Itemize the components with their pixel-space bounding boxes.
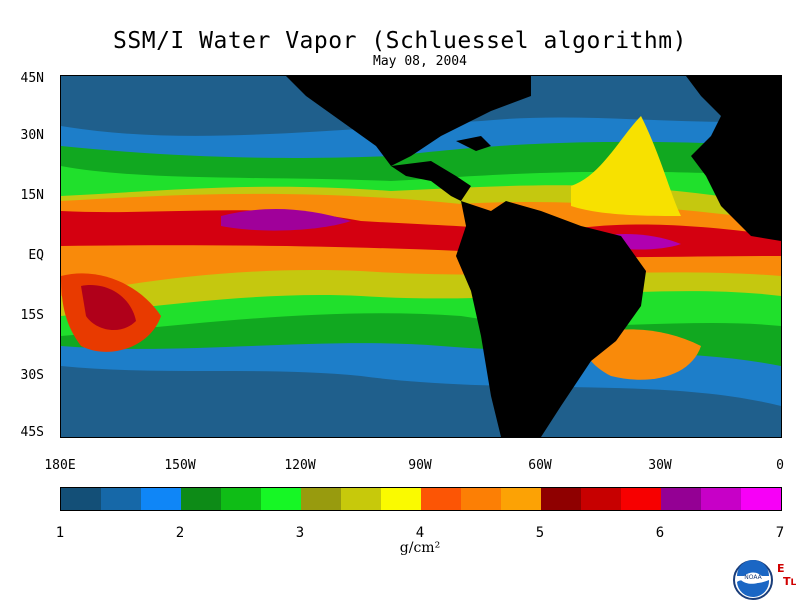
colorbar-swatch-5 [221,488,261,510]
colorbar-tick-5: 5 [535,525,545,541]
colorbar-swatch-7 [301,488,341,510]
colorbar-tick-4: 4 [415,525,425,541]
etl-logo: E TL [777,562,796,590]
colorbar [60,487,782,511]
colorbar-swatch-10 [421,488,461,510]
central-america-land [391,161,471,201]
water-vapor-field [61,76,781,437]
africa-west-land [686,76,781,241]
south-pacific-moist-core [81,285,136,331]
colorbar-swatch-13 [541,488,581,510]
lat-label-30s: 30S [20,368,44,383]
lon-label-150w: 150W [164,458,196,473]
colorbar-swatch-6 [261,488,301,510]
noaa-logo: NOAA [733,560,773,600]
colorbar-swatch-8 [341,488,381,510]
caribbean-moist-plume [571,116,681,216]
lat-label-30n: 30N [20,128,44,143]
lon-label-60w: 60W [528,458,552,473]
colorbar-swatch-3 [141,488,181,510]
colorbar-tick-2: 2 [175,525,185,541]
colorbar-swatch-16 [661,488,701,510]
etl-letter-t: T [783,575,791,588]
colorbar-swatch-9 [381,488,421,510]
water-vapor-map [60,75,782,438]
lon-label-120w: 120W [284,458,316,473]
colorbar-tick-7: 7 [775,525,785,541]
colorbar-tick-1: 1 [55,525,65,541]
colorbar-swatch-18 [741,488,781,510]
lon-label-90w: 90W [408,458,432,473]
lon-label-0: 0 [776,458,784,473]
lat-label-45n: 45N [20,71,44,86]
itcz-core-pacific [221,209,351,231]
etl-letter-l: L [790,578,797,588]
colorbar-tick-3: 3 [295,525,305,541]
colorbar-unit: g/cm² [399,540,441,556]
chart-date: May 08, 2004 [373,54,467,69]
lon-label-180e: 180E [44,458,76,473]
lat-label-45s: 45S [20,425,44,440]
baja-land [331,76,391,96]
colorbar-swatch-1 [61,488,101,510]
colorbar-swatch-15 [621,488,661,510]
north-america-land [286,76,531,166]
florida-land [456,136,491,151]
chart-title: SSM/I Water Vapor (Schluessel algorithm) [113,28,687,54]
colorbar-tick-6: 6 [655,525,665,541]
colorbar-swatch-12 [501,488,541,510]
colorbar-swatch-11 [461,488,501,510]
colorbar-swatch-14 [581,488,621,510]
lat-label-15s: 15S [20,308,44,323]
colorbar-swatch-2 [101,488,141,510]
etl-letter-e: E [777,562,785,575]
colorbar-swatch-4 [181,488,221,510]
colorbar-swatch-17 [701,488,741,510]
lat-label-15n: 15N [20,188,44,203]
noaa-logo-text: NOAA [744,574,762,581]
lon-label-30w: 30W [648,458,672,473]
lat-label-eq: EQ [28,248,44,263]
south-america-land [456,201,646,437]
